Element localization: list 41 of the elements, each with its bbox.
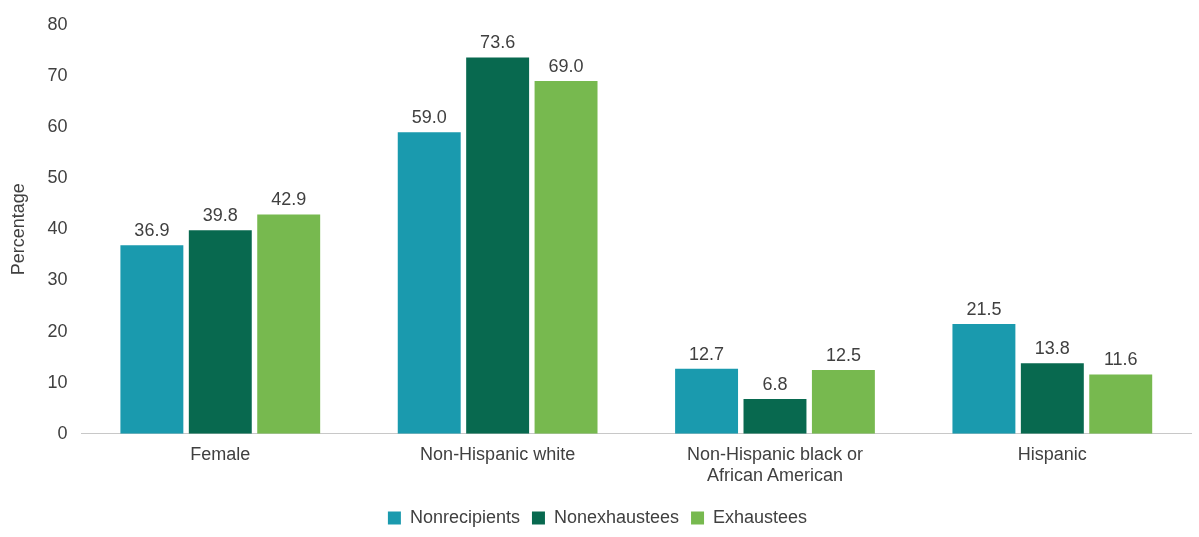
y-tick-label: 70: [47, 64, 68, 85]
y-tick-label: 10: [47, 371, 68, 392]
y-tick-label: 60: [47, 116, 68, 137]
data-label: 6.8: [762, 374, 788, 394]
data-label: 11.6: [1103, 349, 1138, 370]
bar: [675, 368, 739, 434]
bar: [743, 399, 807, 434]
data-label: 69.0: [548, 56, 584, 77]
data-label: 42.9: [271, 189, 307, 210]
data-label: 36.9: [134, 220, 170, 241]
bar: [1089, 374, 1153, 434]
data-label: 73.6: [480, 32, 516, 53]
bar: [257, 214, 321, 434]
data-label: 13.8: [1034, 338, 1070, 359]
legend-label: Nonrecipients: [409, 506, 520, 527]
bar: [466, 57, 530, 434]
x-tick-label: Female: [190, 443, 251, 464]
y-tick-label: 20: [47, 320, 68, 341]
data-label: 39.8: [202, 205, 238, 226]
x-tick-label: Non-Hispanic white: [420, 443, 576, 464]
bar: [397, 132, 461, 434]
data-label: 12.5: [825, 344, 861, 365]
legend-label: Nonexhaustees: [553, 506, 680, 527]
x-tick-label: Hispanic: [1017, 443, 1087, 464]
legend-label: Exhaustees: [713, 506, 808, 527]
data-label: 21.5: [966, 298, 1002, 319]
y-tick-label: 30: [47, 269, 68, 290]
y-tick-label: 40: [47, 218, 68, 239]
bar: [534, 81, 598, 434]
x-tick-label: Non-Hispanic black or African American: [686, 443, 864, 486]
y-axis-title: Percentage: [7, 183, 28, 276]
bar: [1020, 363, 1084, 434]
y-tick-label: 80: [47, 13, 68, 34]
data-label: 12.7: [689, 343, 725, 364]
bar: [811, 369, 875, 434]
bar: [188, 230, 252, 434]
bar: [952, 323, 1016, 434]
y-tick-label: 50: [47, 167, 68, 188]
bar: [120, 245, 184, 434]
y-tick-label: 0: [57, 422, 68, 443]
data-label: 59.0: [411, 107, 447, 128]
